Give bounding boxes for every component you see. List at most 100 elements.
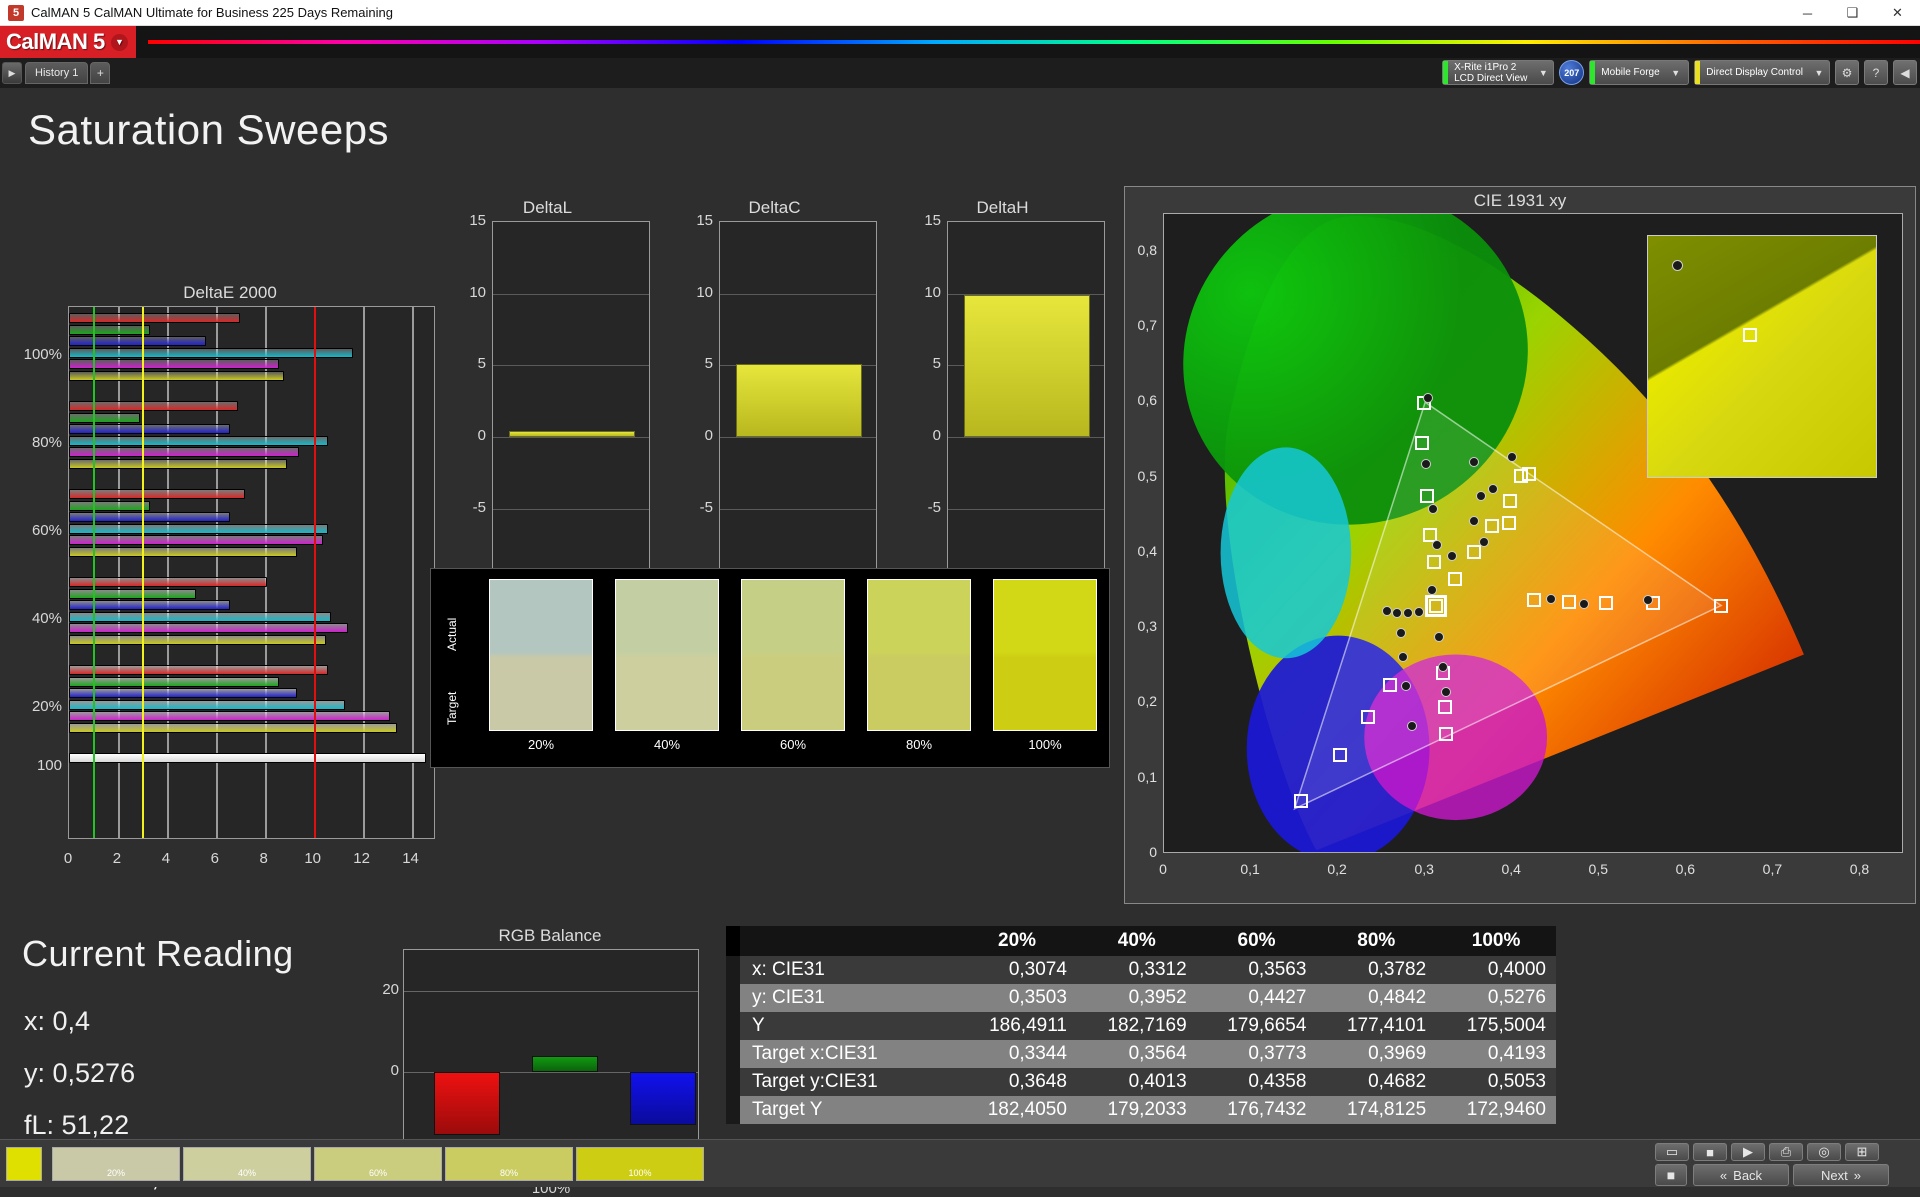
bottom-swatch-label: 40% [237, 1168, 256, 1178]
table-cell: 172,9460 [1436, 1096, 1556, 1124]
rgb-gridline [404, 990, 698, 992]
table-header-row: 20% 40% 60% 80% 100% [726, 926, 1556, 956]
calman-logo-text: CalMAN 5 [6, 29, 105, 54]
nav-icon-4[interactable]: ◎ [1807, 1143, 1841, 1161]
display-control-selector[interactable]: Direct Display Control ▼ [1694, 60, 1830, 85]
help-icon[interactable]: ? [1864, 60, 1888, 85]
cie-measured-point [1441, 687, 1452, 698]
app-icon: 5 [8, 4, 24, 21]
swatch-target-label: Target [445, 691, 459, 725]
cie-measured-point [1447, 551, 1458, 562]
bottom-swatch-label: 80% [499, 1168, 518, 1178]
source-selector[interactable]: Mobile Forge ▼ [1589, 60, 1690, 85]
cie-ytick: 0,6 [1137, 392, 1157, 409]
row-color-chip [726, 1096, 740, 1124]
cie-target-marker [1429, 599, 1444, 614]
table-cell: 0,3969 [1316, 1040, 1437, 1068]
deltah-gridline [948, 293, 1104, 295]
deltae-threshold-red [313, 307, 316, 838]
rgb-bar-red [434, 1072, 500, 1136]
deltah-ytick: -5 [927, 498, 941, 516]
cie-horseshoe [1183, 214, 1804, 852]
chevron-down-icon[interactable]: ▼ [1538, 67, 1548, 78]
deltae-bar [69, 370, 285, 381]
table-row-label: Target x:CIE31 [740, 1040, 958, 1068]
swatch-label: 20% [527, 737, 555, 752]
calman-logo[interactable]: CalMAN 5 ▼ [0, 26, 136, 58]
cie-xtick: 0,8 [1849, 861, 1870, 877]
deltac-ytick: 15 [696, 212, 713, 229]
nav-icon-2[interactable]: ▶ [1731, 1143, 1765, 1161]
deltae-bar [69, 435, 329, 446]
page-title: Saturation Sweeps [28, 106, 390, 153]
gear-icon[interactable]: ⚙ [1835, 60, 1859, 85]
cie-target-marker [1502, 494, 1517, 509]
play-icon[interactable]: ▶ [2, 62, 22, 84]
cie-ytick: 0,3 [1137, 618, 1157, 635]
cie-target-marker [1561, 594, 1576, 609]
deltae-bar [69, 588, 197, 599]
table-cell: 0,4842 [1316, 984, 1437, 1012]
cie-measured-point [1401, 681, 1412, 692]
next-label: Next [1821, 1167, 1848, 1183]
table-cell: 174,8125 [1316, 1096, 1437, 1124]
chevron-down-icon[interactable]: ▼ [1671, 67, 1681, 78]
deltah-title: DeltaH [976, 198, 1029, 217]
deltae-bar [69, 688, 297, 698]
cie-target-marker [1448, 572, 1463, 587]
tab-history-1[interactable]: History 1 [25, 62, 89, 84]
swatch-40 [615, 579, 719, 731]
add-tab-button[interactable]: + [90, 62, 111, 84]
deltae-gridline [362, 307, 365, 838]
deltae-xlabel: 14 [402, 850, 419, 867]
cie-ytick: 0,1 [1137, 768, 1157, 785]
bottom-swatch-40[interactable]: 40% [183, 1147, 311, 1181]
bottom-current-swatch[interactable] [6, 1147, 42, 1181]
main-content: Saturation Sweeps DeltaE 2000 100% 80% 60%… [0, 88, 1920, 1197]
cie-ytick: 0,7 [1137, 316, 1157, 333]
table-cell: 0,3344 [957, 1040, 1077, 1068]
cie-target-marker [1513, 469, 1528, 484]
swatch-label: 60% [779, 737, 807, 752]
rgb-gridline [404, 1072, 698, 1074]
deltae-gridline [166, 307, 169, 838]
back-button[interactable]: « Back [1693, 1164, 1789, 1186]
next-button[interactable]: Next » [1793, 1164, 1889, 1186]
deltae-bar [69, 401, 238, 411]
collapse-icon[interactable]: ◀ [1893, 60, 1917, 85]
nav-icon-5[interactable]: ⊞ [1845, 1143, 1879, 1161]
table-cell: 182,4050 [957, 1096, 1077, 1124]
cie-measured-point [1479, 537, 1490, 548]
bottom-swatch-80[interactable]: 80% [445, 1147, 573, 1181]
table-row-label: Target y:CIE31 [740, 1068, 958, 1096]
deltae-threshold-green [93, 307, 96, 838]
maximize-button[interactable]: ❑ [1846, 5, 1859, 20]
chevron-down-icon[interactable]: ▼ [110, 33, 128, 51]
swatch-60 [741, 579, 845, 731]
close-button[interactable]: ✕ [1892, 5, 1903, 20]
cie-target-marker [1415, 436, 1430, 451]
deltae-bar [69, 699, 346, 710]
deltae-bar [69, 711, 390, 721]
bottom-swatch-20[interactable]: 20% [52, 1147, 180, 1181]
table-cell: 0,4358 [1196, 1068, 1317, 1096]
deltae-xlabel: 12 [353, 850, 370, 867]
deltac-gridline [720, 293, 876, 295]
nav-icon-3[interactable]: ⎙ [1769, 1143, 1803, 1161]
deltae-bar [69, 412, 140, 423]
deltah-ytick: 0 [932, 427, 941, 444]
stop-icon[interactable]: ■ [1655, 1164, 1687, 1186]
deltae-bar [69, 611, 331, 622]
minimize-button[interactable]: ─ [1802, 5, 1813, 21]
chevron-down-icon[interactable]: ▼ [1814, 67, 1824, 78]
deltal-ytick: 0 [477, 427, 486, 444]
meter-selector[interactable]: X-Rite i1Pro 2 LCD Direct View ▼ [1442, 60, 1555, 85]
deltae-bar [69, 722, 397, 733]
cie-target-marker [1485, 518, 1500, 533]
cie-xtick: 0,5 [1588, 861, 1609, 877]
nav-icon-1[interactable]: ■ [1693, 1143, 1727, 1161]
deltae-xlabel: 2 [112, 850, 122, 867]
nav-icon-0[interactable]: ▭ [1655, 1143, 1689, 1161]
bottom-swatch-60[interactable]: 60% [314, 1147, 442, 1181]
bottom-swatch-100[interactable]: 100% [576, 1147, 704, 1181]
